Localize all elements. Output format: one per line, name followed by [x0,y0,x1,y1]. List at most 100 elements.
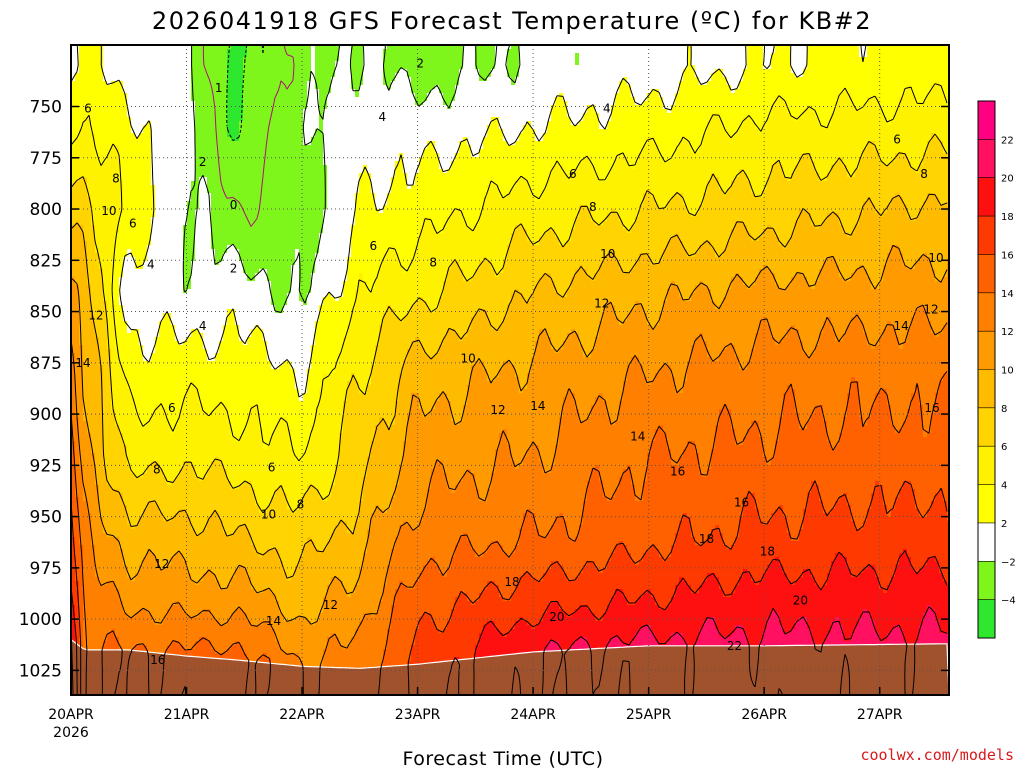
temperature-cell [123,181,128,186]
temperature-cell [171,593,176,598]
temperature-cell [115,321,120,326]
temperature-cell [147,421,152,426]
temperature-cell [107,137,112,142]
temperature-cell [143,57,148,62]
temperature-cell [159,77,164,82]
temperature-cell [155,577,160,582]
temperature-cell [187,577,192,582]
temperature-cell [83,517,88,522]
temperature-cell [143,205,148,210]
temperature-cell [151,429,156,434]
temperature-cell [131,73,136,78]
temperature-cell [147,101,152,106]
temperature-cell [167,373,172,378]
temperature-cell [123,285,128,290]
temperature-cell [187,541,192,546]
temperature-cell [95,129,100,134]
temperature-cell [115,337,120,342]
temperature-cell [179,397,184,402]
temperature-cell [171,277,176,282]
temperature-cell [79,209,84,214]
temperature-cell [103,521,108,526]
temperature-cell [83,121,88,126]
temperature-cell [183,361,188,366]
temperature-cell [83,49,88,54]
temperature-cell [171,189,176,194]
temperature-cell [83,237,88,242]
temperature-cell [175,569,180,574]
temperature-cell [175,349,180,354]
temperature-cell [143,385,148,390]
temperature-cell [111,237,116,242]
temperature-cell [171,97,176,102]
temperature-cell [135,393,140,398]
temperature-cell [95,625,100,630]
temperature-cell [83,377,88,382]
temperature-cell [103,165,108,170]
temperature-cell [87,461,92,466]
temperature-cell [103,613,108,618]
temperature-cell [151,369,156,374]
temperature-cell [175,473,180,478]
temperature-cell [131,189,136,194]
temperature-cell [131,121,136,126]
temperature-cell [167,581,172,586]
temperature-cell [175,489,180,494]
temperature-cell [147,597,152,602]
temperature-cell [143,525,148,530]
temperature-cell [155,125,160,130]
temperature-cell [187,149,192,154]
temperature-cell [87,65,92,70]
temperature-cell [175,121,180,126]
temperature-cell [163,77,168,82]
temperature-cell [71,461,76,466]
temperature-cell [155,481,160,486]
temperature-cell [167,293,172,298]
temperature-cell [87,165,92,170]
temperature-cell [143,153,148,158]
temperature-cell [131,97,136,102]
temperature-cell [111,421,116,426]
temperature-cell [115,605,120,610]
temperature-cell [139,237,144,242]
temperature-cell [87,453,92,458]
temperature-cell [183,305,188,310]
temperature-cell [175,153,180,158]
temperature-cell [119,537,124,542]
temperature-cell [179,381,184,386]
temperature-cell [103,61,108,66]
temperature-cell [71,45,76,50]
temperature-cell [139,489,144,494]
temperature-cell [87,161,92,166]
temperature-cell [163,633,168,638]
temperature-cell [95,385,100,390]
temperature-cell [191,393,196,398]
temperature-cell [163,413,168,418]
temperature-cell [83,565,88,570]
temperature-cell [179,557,184,562]
temperature-cell [155,257,160,262]
temperature-cell [179,533,184,538]
temperature-cell [163,125,168,130]
temperature-cell [103,129,108,134]
temperature-cell [111,101,116,106]
temperature-cell [175,437,180,442]
temperature-cell [163,325,168,330]
temperature-cell [83,417,88,422]
temperature-cell [91,461,96,466]
temperature-cell [175,401,180,406]
temperature-cell [179,385,184,390]
temperature-cell [155,609,160,614]
temperature-cell [175,69,180,74]
temperature-cell [75,273,80,278]
temperature-cell [123,637,128,642]
temperature-cell [139,493,144,498]
temperature-cell [79,501,84,506]
temperature-cell [103,133,108,138]
temperature-cell [71,313,76,318]
temperature-cell [99,565,104,570]
temperature-cell [135,609,140,614]
temperature-cell [123,313,128,318]
temperature-cell [171,521,176,526]
